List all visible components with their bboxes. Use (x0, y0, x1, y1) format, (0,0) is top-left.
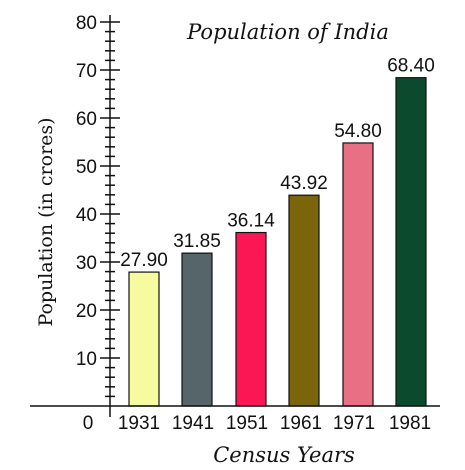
bar-1951 (235, 231, 267, 407)
axes-group (30, 15, 440, 417)
data-label-1941: 31.85 (173, 231, 221, 252)
bars-group: 27.90 1931 31.85 1941 36.14 1951 43.92 1961 54.8… (118, 56, 435, 434)
bar-1981 (395, 77, 427, 407)
y-axis-label: Population (in crores) (35, 117, 57, 326)
y-axis-ticks: 10 20 30 40 50 60 70 80 (76, 13, 120, 398)
bar-1941 (181, 252, 213, 407)
data-label-1931: 27.90 (120, 250, 168, 271)
x-tick-label-1961: 1961 (280, 413, 322, 434)
y-tick-label: 40 (76, 205, 97, 226)
y-tick-label: 10 (76, 349, 97, 370)
y-tick-label: 30 (76, 253, 97, 274)
bar-1971 (342, 142, 374, 407)
y-tick-label: 80 (76, 13, 97, 34)
x-tick-label-1931: 1931 (118, 413, 160, 434)
data-label-1971: 54.80 (334, 121, 382, 142)
y-tick-label: 60 (76, 109, 97, 130)
x-axis-label: Census Years (213, 443, 355, 467)
chart-title: Population of India (186, 20, 389, 44)
x-tick-label-1981: 1981 (389, 413, 431, 434)
x-tick-label-1971: 1971 (333, 413, 375, 434)
origin-label: 0 (83, 413, 94, 434)
data-label-1981: 68.40 (387, 56, 435, 77)
y-tick-label: 70 (76, 61, 97, 82)
y-tick-label: 50 (76, 157, 97, 178)
data-label-1951: 36.14 (227, 211, 275, 232)
x-tick-label-1951: 1951 (226, 413, 268, 434)
bar-1931 (128, 271, 160, 407)
bar-1961 (288, 194, 320, 407)
data-label-1961: 43.92 (280, 173, 328, 194)
y-tick-label: 20 (76, 301, 97, 322)
x-tick-label-1941: 1941 (172, 413, 214, 434)
